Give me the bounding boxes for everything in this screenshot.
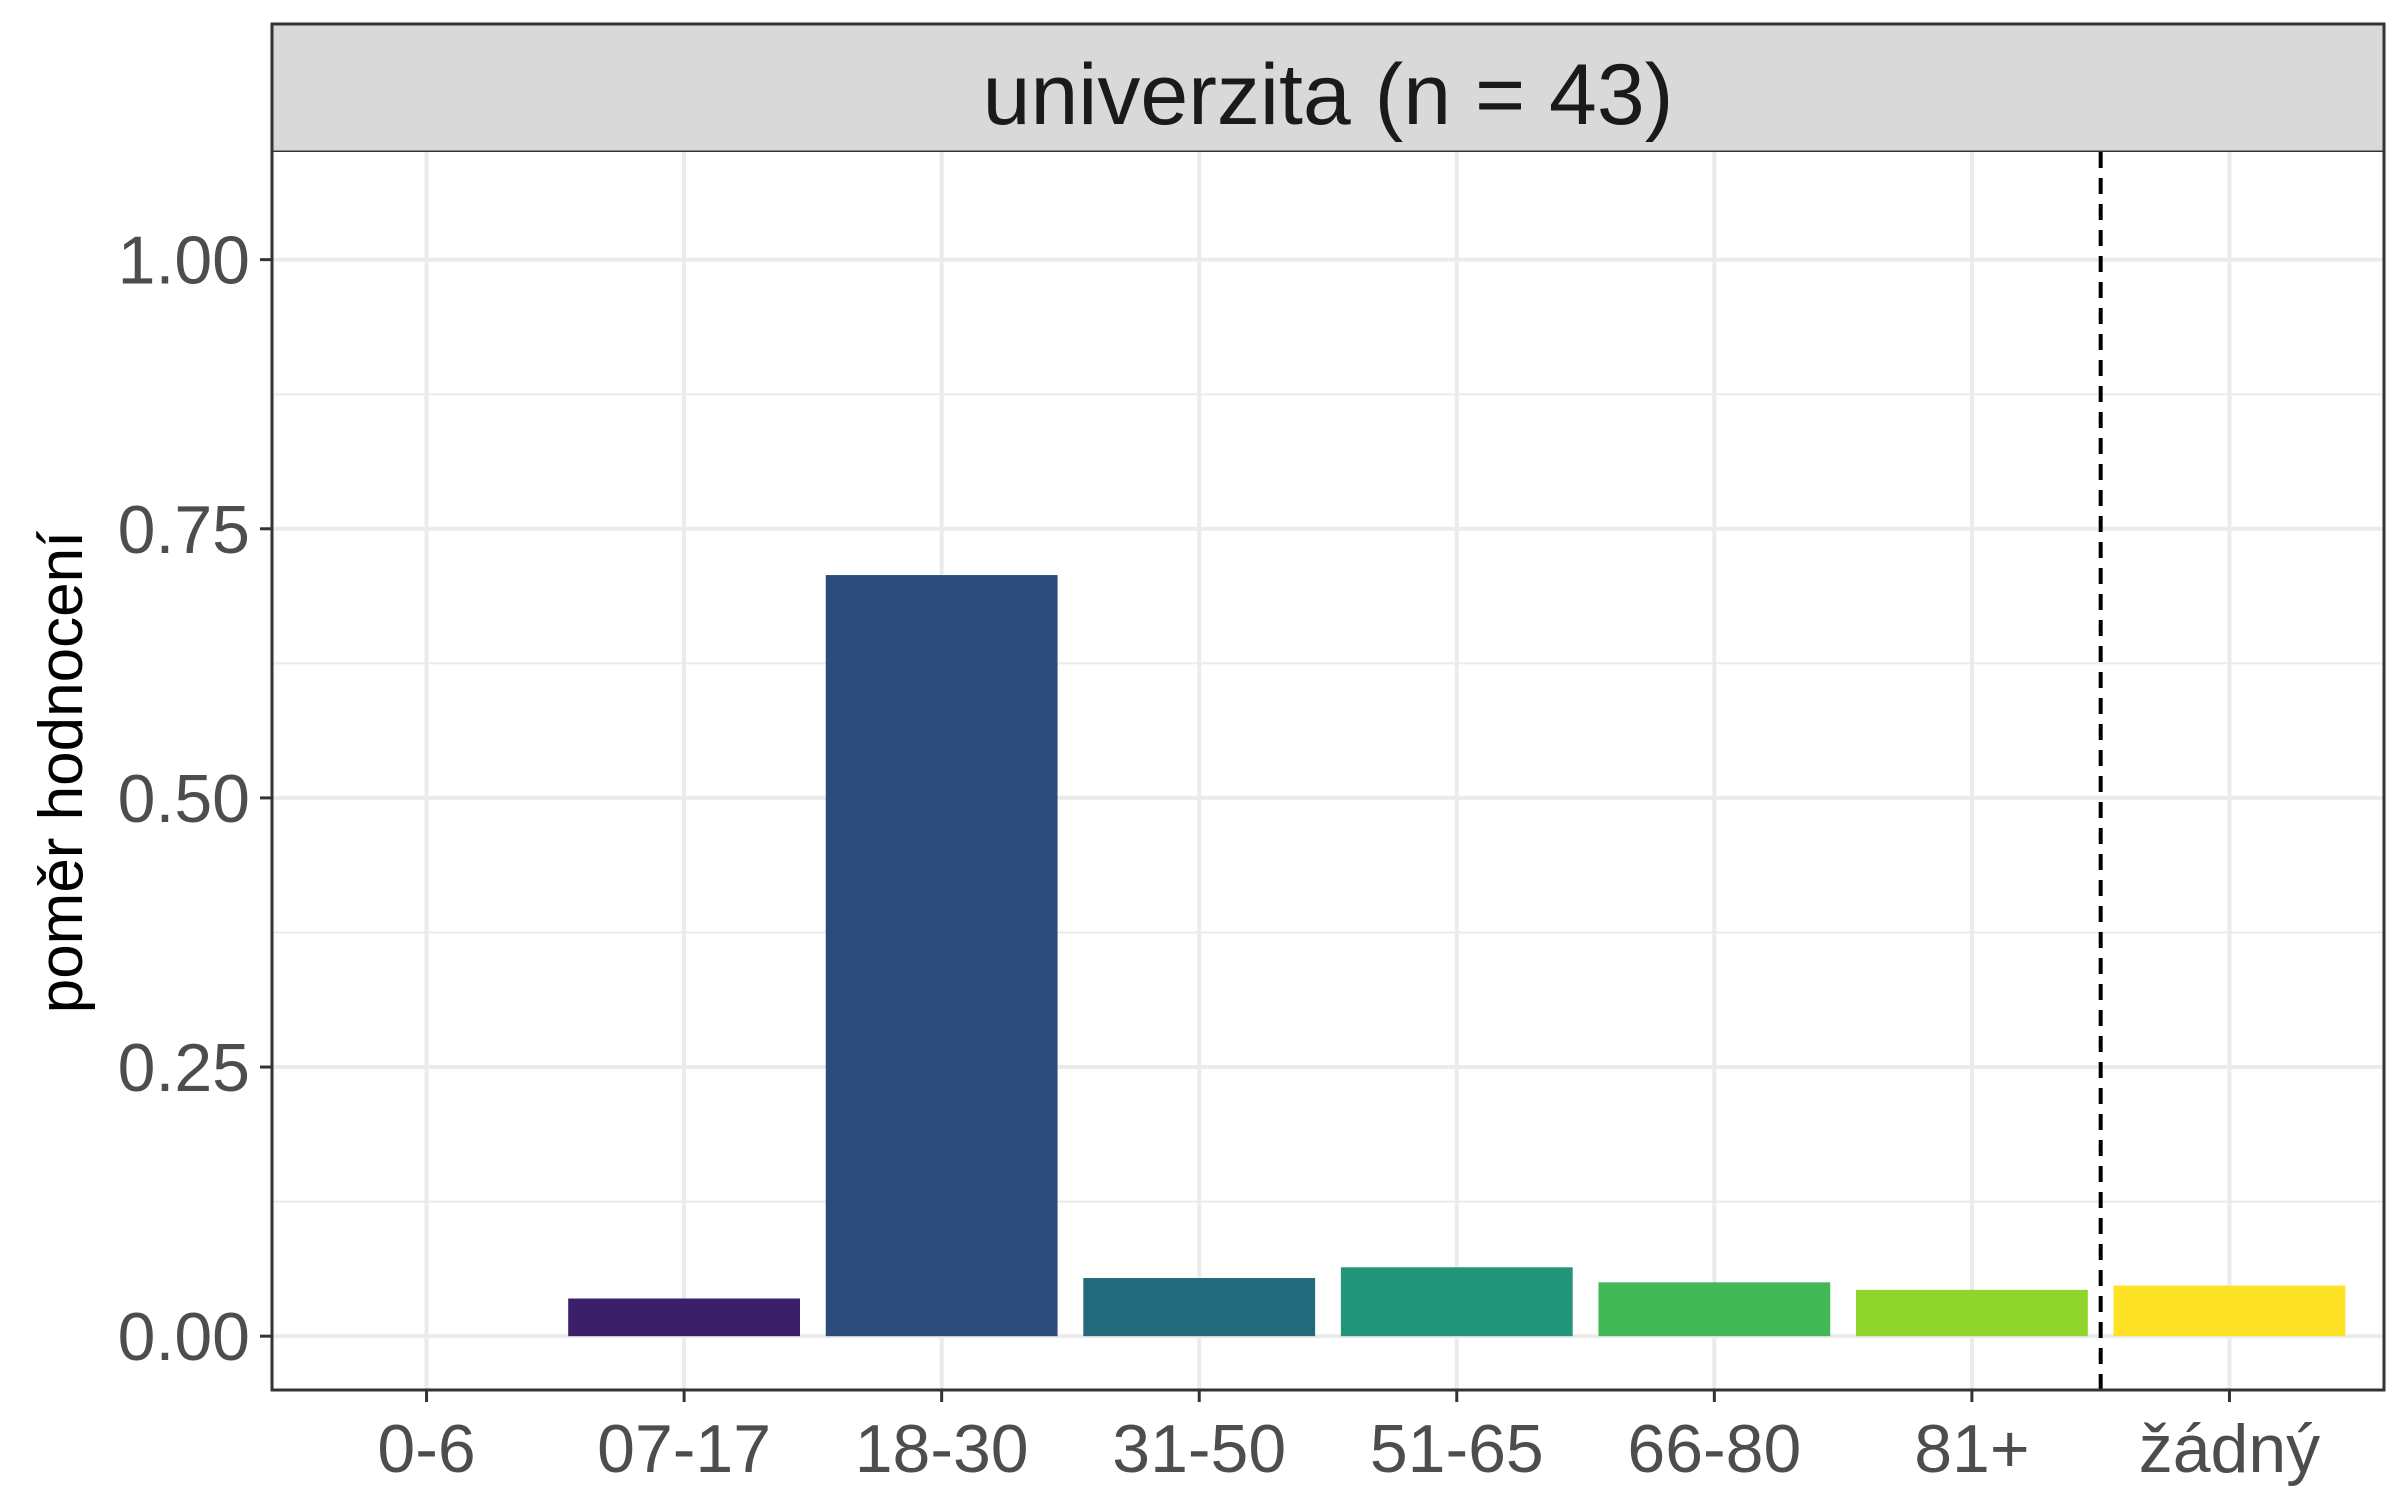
y-tick-label: 0.00 bbox=[118, 1299, 250, 1375]
y-axis: 0.00 0.25 0.50 0.75 1.00 bbox=[118, 223, 272, 1375]
y-tick-label: 0.75 bbox=[118, 492, 250, 568]
plot-panel bbox=[272, 152, 2384, 1390]
x-tick-label: 51-65 bbox=[1370, 1411, 1544, 1487]
x-tick-label: 66-80 bbox=[1627, 1411, 1801, 1487]
x-axis: 0-6 07-17 18-30 31-50 51-65 66-80 81+ žádný bbox=[377, 1390, 2320, 1487]
x-tick-label: 0-6 bbox=[377, 1411, 475, 1487]
y-tick-label: 0.50 bbox=[118, 761, 250, 837]
bar-51-65 bbox=[1340, 1267, 1573, 1337]
bar-81+ bbox=[1856, 1289, 2088, 1337]
gridlines bbox=[272, 152, 2384, 1390]
y-tick-label: 0.25 bbox=[118, 1030, 250, 1106]
y-tick-label: 1.00 bbox=[118, 223, 250, 299]
x-tick-label: 18-30 bbox=[855, 1411, 1029, 1487]
x-tick-label: 07-17 bbox=[597, 1411, 771, 1487]
y-axis-title: poměr hodnocení bbox=[27, 531, 96, 1014]
facet-strip bbox=[270, 22, 2386, 154]
plot-border bbox=[270, 22, 2386, 1392]
bar-07-17 bbox=[568, 1298, 800, 1337]
bars bbox=[568, 575, 2346, 1337]
bar-66-80 bbox=[1598, 1282, 1831, 1337]
bar-18-30 bbox=[825, 575, 1058, 1337]
x-tick-label: žádný bbox=[2139, 1411, 2320, 1487]
bar-žádný bbox=[2113, 1285, 2346, 1337]
x-tick-label: 81+ bbox=[1914, 1411, 2029, 1487]
bar-31-50 bbox=[1083, 1278, 1316, 1337]
x-tick-label: 31-50 bbox=[1112, 1411, 1286, 1487]
facet-label: univerzita (n = 43) bbox=[983, 47, 1674, 143]
